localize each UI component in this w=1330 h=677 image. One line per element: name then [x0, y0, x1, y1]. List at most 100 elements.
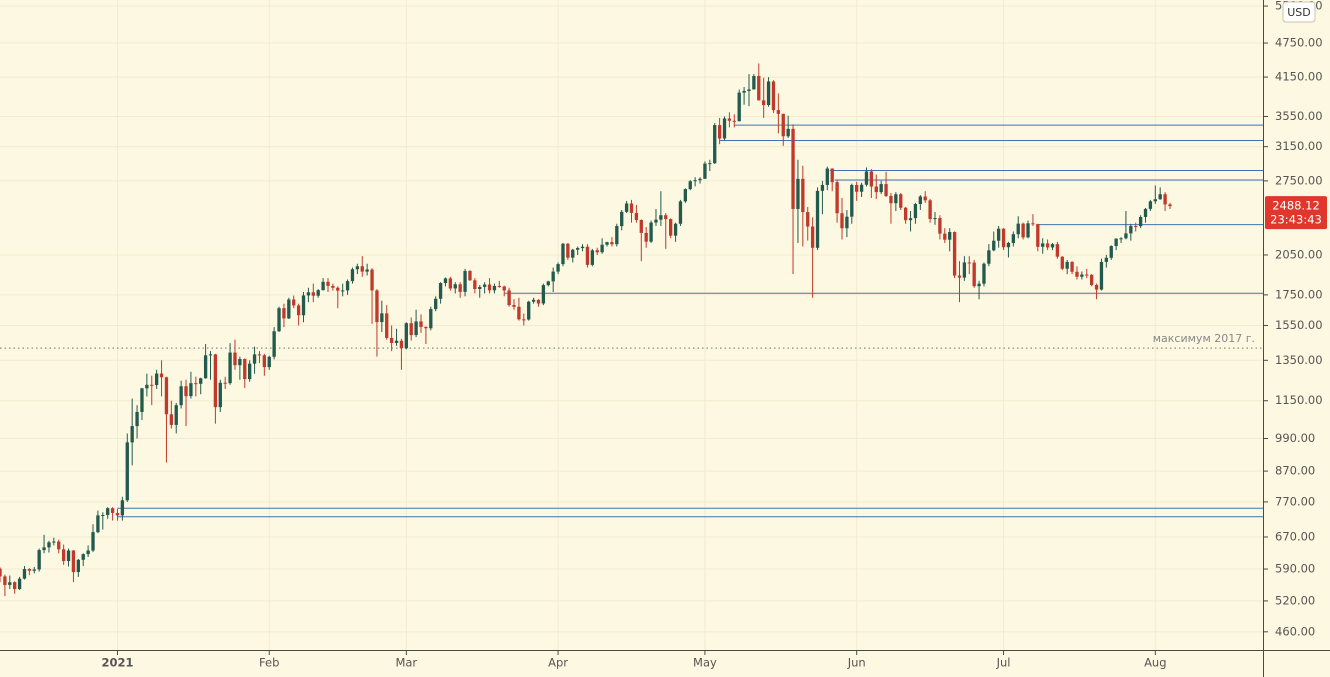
candle-body	[1129, 226, 1133, 234]
candle-body	[546, 281, 550, 286]
candle-body	[815, 190, 820, 248]
y-tick-label: 3550.00	[1275, 109, 1323, 123]
candle-body	[487, 284, 492, 291]
candle-body	[370, 269, 374, 291]
candle-body	[703, 163, 707, 179]
candle-body	[385, 313, 389, 338]
candle-body	[1089, 274, 1094, 285]
candle-body	[497, 285, 501, 287]
candle-body	[1041, 243, 1045, 247]
candle-body	[247, 363, 252, 380]
candle-body	[37, 550, 41, 570]
candle-body	[786, 128, 790, 137]
candle-body	[561, 243, 565, 265]
candle-body	[277, 308, 281, 332]
candle-body	[199, 378, 203, 384]
candle-body	[536, 299, 541, 304]
candle-body	[189, 383, 193, 397]
candle-body	[722, 118, 727, 139]
candle-body	[502, 286, 506, 291]
candle-body	[1124, 233, 1128, 239]
candle-body	[659, 215, 663, 220]
candle-body	[698, 178, 702, 181]
candle-body	[825, 168, 829, 185]
candle-body	[708, 163, 712, 165]
candle-body	[233, 352, 237, 366]
candle-body	[894, 194, 898, 204]
candle-body	[899, 194, 903, 208]
candle-body	[208, 354, 213, 356]
candle-body	[1075, 271, 1079, 277]
candle-body	[752, 76, 756, 90]
candle-body	[96, 515, 100, 533]
candle-body	[668, 219, 673, 236]
candle-body	[66, 550, 71, 562]
candle-body	[32, 569, 36, 571]
candle-body	[1036, 224, 1040, 247]
candle-body	[943, 233, 947, 240]
candle-body	[810, 226, 815, 248]
candle-body	[360, 266, 364, 272]
currency-label[interactable]: USD	[1287, 6, 1311, 19]
candle-body	[1026, 223, 1030, 238]
candle-body	[688, 181, 692, 190]
candle-body	[678, 201, 683, 224]
candle-body	[316, 290, 320, 296]
countdown-label: 23:43:43	[1270, 213, 1322, 227]
y-tick-label: 990.00	[1275, 431, 1315, 445]
candle-body	[71, 550, 76, 573]
candle-body	[967, 262, 971, 264]
candle-body	[1011, 234, 1016, 243]
last-price-box	[1265, 196, 1327, 230]
candle-body	[434, 298, 438, 310]
y-tick-label: 460.00	[1275, 624, 1315, 638]
annotation-label: максимум 2017 г.	[1153, 332, 1255, 345]
candle-body	[301, 295, 306, 316]
candle-body	[806, 212, 810, 227]
x-tick-label: Jul	[996, 656, 1011, 670]
candle-body	[923, 196, 927, 201]
candle-body	[145, 384, 149, 389]
time-axis-panel	[0, 650, 1330, 677]
candle-body	[492, 285, 497, 291]
candle-body	[213, 354, 218, 408]
candle-body	[380, 313, 384, 323]
candle-body	[845, 216, 849, 229]
candle-body	[732, 120, 736, 122]
candle-body	[1085, 274, 1089, 276]
candle-body	[341, 290, 345, 292]
candle-body	[982, 263, 986, 284]
candle-body	[634, 212, 639, 220]
candle-body	[296, 305, 301, 316]
candle-body	[17, 578, 22, 590]
candle-body	[747, 89, 751, 91]
candle-body	[453, 284, 457, 289]
candle-body	[243, 358, 247, 380]
candle-body	[796, 178, 800, 209]
candle-body	[977, 283, 981, 287]
y-tick-label: 1350.00	[1275, 353, 1323, 367]
candle-body	[615, 226, 619, 245]
candle-body	[86, 550, 90, 555]
y-tick-label: 1750.00	[1275, 287, 1323, 301]
candle-body	[859, 184, 864, 192]
candle-body	[1080, 274, 1084, 277]
currency-box[interactable]	[1282, 1, 1316, 23]
candle-body	[928, 200, 932, 220]
candle-body	[1104, 257, 1109, 262]
candle-body	[91, 532, 95, 551]
candle-body	[830, 168, 834, 183]
candle-body	[551, 271, 555, 282]
candle-body	[463, 270, 467, 292]
candle-body	[952, 232, 957, 276]
candle-body	[639, 219, 643, 233]
candle-body	[683, 189, 688, 202]
candle-body	[820, 184, 825, 191]
candle-body	[879, 184, 883, 193]
candle-body	[57, 541, 61, 550]
candle-body	[1021, 223, 1025, 238]
candle-body	[13, 582, 17, 590]
candle-body	[287, 299, 291, 319]
candle-body	[595, 250, 599, 253]
y-tick-label: 1550.00	[1275, 318, 1323, 332]
